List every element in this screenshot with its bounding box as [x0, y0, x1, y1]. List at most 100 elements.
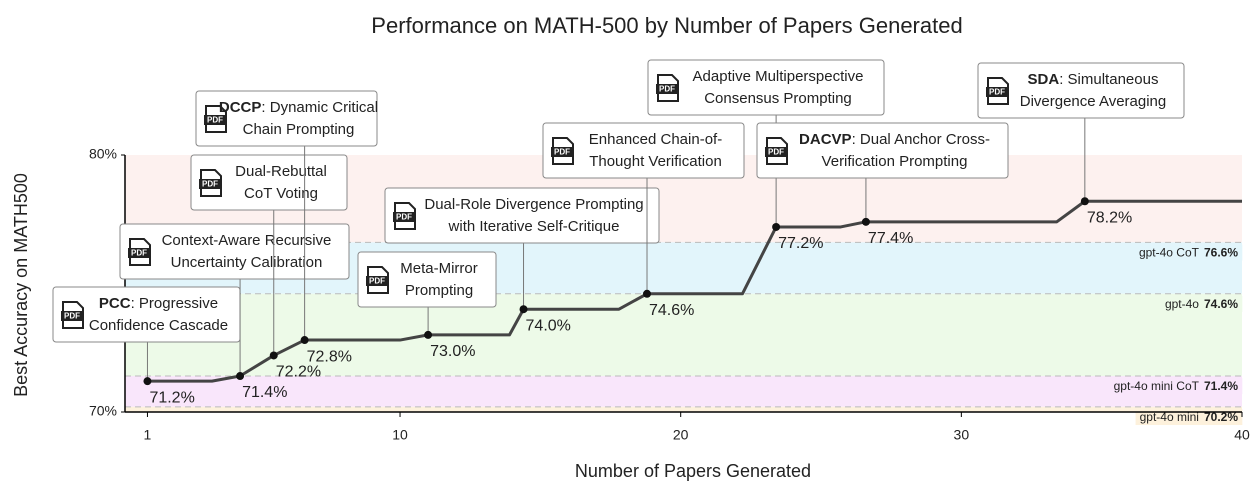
paper-title-line: Dual-Rebuttal: [235, 163, 327, 180]
paper-title-line: Enhanced Chain-of-: [589, 131, 722, 148]
pdf-icon-band: [366, 276, 388, 286]
paper-title-text: : Dual Anchor Cross-: [852, 131, 990, 148]
pdf-icon-text: PDF: [64, 312, 80, 321]
paper-title-text: Dual-Role Divergence Prompting: [424, 196, 643, 213]
paper-box: [357, 251, 497, 308]
paper-title-text: Enhanced Chain-of-: [589, 131, 722, 148]
pdf-icon-text: PDF: [207, 116, 223, 125]
paper-title-line: Confidence Cascade: [89, 317, 228, 334]
paper-title-text: : Dynamic Critical: [261, 99, 378, 116]
reference-name: gpt-4o CoT: [1139, 246, 1200, 260]
paper-box: [756, 122, 1009, 179]
paper-title-line: Context-Aware Recursive: [162, 232, 332, 249]
paper-title-line: DCCP: Dynamic Critical: [219, 99, 378, 116]
paper-title-line: Prompting: [405, 282, 473, 299]
point: [643, 289, 652, 298]
point: [300, 336, 309, 345]
x-tick-label: 10: [392, 427, 408, 443]
pdf-icon-text: PDF: [131, 249, 147, 258]
reference-value: 74.6%: [1204, 297, 1238, 311]
pdf-icon-text: PDF: [202, 180, 218, 189]
paper-acronym: DCCP: [219, 99, 262, 116]
paper-title-text: : Progressive: [131, 295, 219, 312]
paper-box: [195, 90, 378, 147]
point: [424, 330, 433, 339]
pdf-icon-band: [61, 311, 83, 321]
paper-title-line: Divergence Averaging: [1020, 93, 1166, 110]
value-label: 74.6%: [649, 302, 694, 319]
value-label: 71.4%: [242, 384, 287, 401]
paper-title-line: SDA: Simultaneous: [1028, 71, 1159, 88]
point: [519, 305, 528, 314]
reference-name: gpt-4o mini: [1140, 410, 1199, 424]
reference-name: gpt-4o mini CoT: [1114, 379, 1200, 393]
x-tick-label: 1: [144, 427, 152, 443]
reference-value: 71.4%: [1204, 379, 1238, 393]
paper-title-line: with Iterative Self-Critique: [448, 218, 620, 235]
value-label: 77.2%: [778, 235, 823, 252]
paper-box: [647, 59, 885, 116]
value-label: 78.2%: [1087, 209, 1132, 226]
point: [269, 351, 278, 360]
value-label: 72.2%: [276, 364, 321, 381]
chart-title: Performance on MATH-500 by Number of Pap…: [371, 13, 962, 38]
paper-title-line: DACVP: Dual Anchor Cross-: [799, 131, 990, 148]
point: [861, 217, 870, 226]
paper-box: [542, 122, 745, 179]
paper-title-line: Consensus Prompting: [704, 90, 852, 107]
reference-value: 76.6%: [1204, 246, 1238, 260]
paper-title-text: Meta-Mirror: [400, 260, 478, 277]
pdf-icon-band: [551, 147, 573, 157]
reference-label: gpt-4o 74.6%: [1165, 297, 1238, 311]
paper-title-line: PCC: Progressive: [99, 295, 218, 312]
paper-title-line: Thought Verification: [589, 153, 722, 170]
pdf-icon-band: [204, 115, 226, 125]
reference-label-bg: [1134, 244, 1243, 261]
paper-title-text: : Simultaneous: [1059, 71, 1158, 88]
paper-title-line: Adaptive Multiperspective: [693, 68, 864, 85]
pdf-icon-band: [393, 212, 415, 222]
pdf-icon-band: [199, 179, 221, 189]
band: [125, 293, 1242, 377]
reference-label: gpt-4o mini CoT 71.4%: [1114, 379, 1239, 393]
y-tick-label: 80%: [89, 146, 117, 162]
paper-acronym: DACVP: [799, 131, 852, 148]
band: [125, 406, 1242, 412]
paper-acronym: PCC: [99, 295, 131, 312]
value-label: 77.4%: [868, 230, 913, 247]
pdf-icon-band: [128, 248, 150, 258]
paper-box: [384, 187, 660, 244]
paper-title-line: Meta-Mirror: [400, 260, 478, 277]
paper-box: [119, 223, 350, 280]
point: [236, 372, 245, 381]
paper-title-text: Context-Aware Recursive: [162, 232, 332, 249]
x-axis-label: Number of Papers Generated: [575, 461, 811, 481]
pdf-icon-text: PDF: [396, 213, 412, 222]
paper-title-line: Dual-Role Divergence Prompting: [424, 196, 643, 213]
pdf-icon-band: [656, 84, 678, 94]
paper-title-text: Dual-Rebuttal: [235, 163, 327, 180]
paper-title-line: Uncertainty Calibration: [171, 254, 323, 271]
reference-name: gpt-4o: [1165, 297, 1199, 311]
y-axis-label: Best Accuracy on MATH500: [11, 173, 31, 397]
value-label: 74.0%: [526, 317, 571, 334]
point: [1080, 197, 1089, 206]
point: [772, 222, 781, 231]
paper-box: [977, 62, 1185, 119]
reference-label: gpt-4o CoT 76.6%: [1139, 246, 1238, 260]
pdf-icon-band: [986, 87, 1008, 97]
pdf-icon-band: [765, 147, 787, 157]
y-tick-label: 70%: [89, 403, 117, 419]
paper-title-line: Chain Prompting: [243, 121, 355, 138]
reference-label-bg: [1160, 295, 1243, 312]
paper-acronym: SDA: [1028, 71, 1060, 88]
reference-label: gpt-4o mini 70.2%: [1140, 410, 1239, 424]
reference-label-bg: [1135, 409, 1243, 426]
x-tick-label: 30: [954, 427, 970, 443]
value-label: 72.8%: [307, 348, 352, 365]
pdf-icon-text: PDF: [989, 88, 1005, 97]
paper-title-text: Adaptive Multiperspective: [693, 68, 864, 85]
value-label: 71.2%: [149, 389, 194, 406]
point: [143, 377, 152, 386]
